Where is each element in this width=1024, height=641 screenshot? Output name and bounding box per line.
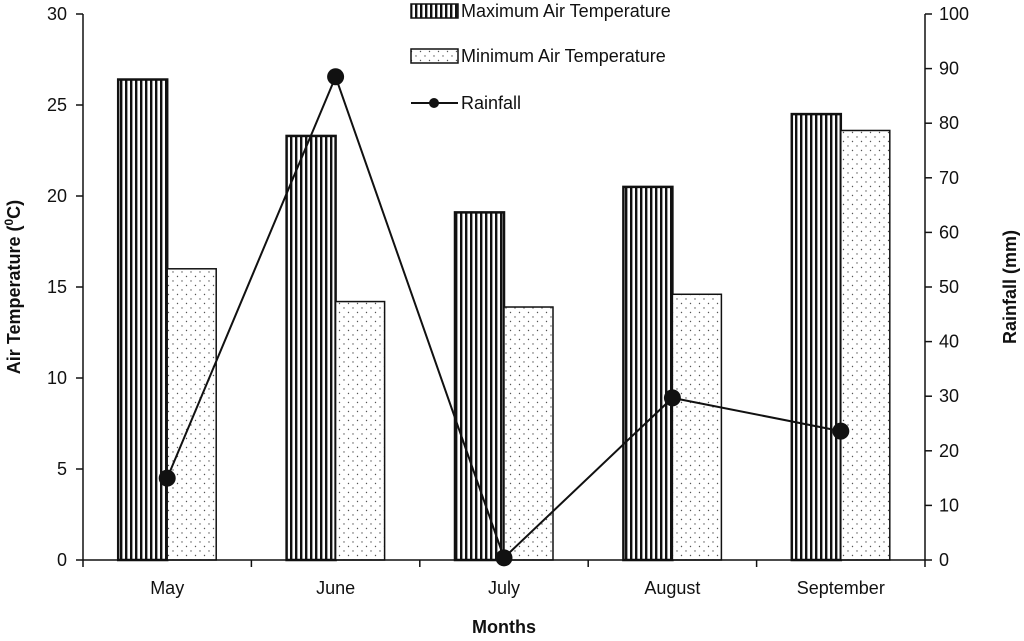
legend: Maximum Air Temperature Minimum Air Tempe…	[410, 1, 671, 113]
bars-layer	[116, 78, 891, 562]
y2-tick-label: 80	[939, 113, 959, 133]
legend-swatch-max-temp	[410, 3, 459, 19]
legend-swatch-rainfall-marker	[429, 98, 439, 108]
legend-label-rainfall: Rainfall	[461, 93, 521, 113]
y2-tick-label: 0	[939, 550, 949, 570]
y2-tick-label: 100	[939, 4, 969, 24]
y-tick-label: 30	[47, 4, 67, 24]
y2-tick-label: 70	[939, 168, 959, 188]
y-tick-label: 20	[47, 186, 67, 206]
y2-tick-label: 10	[939, 495, 959, 515]
legend-swatch-min-temp	[410, 48, 459, 64]
x-tick-label: May	[150, 578, 184, 598]
legend-label-min-temp: Minimum Air Temperature	[461, 46, 666, 66]
rainfall-line-layer	[158, 68, 850, 567]
max-temp-bar-july	[453, 211, 506, 562]
y2-tick-label: 40	[939, 332, 959, 352]
legend-label-max-temp: Maximum Air Temperature	[461, 1, 671, 21]
x-tick-label: September	[797, 578, 885, 598]
y-tick-label: 10	[47, 368, 67, 388]
rainfall-point-june	[327, 68, 345, 86]
x-axis-label: Months	[472, 617, 536, 636]
rainfall-point-august	[663, 389, 681, 407]
min-temp-bar-june	[334, 300, 386, 561]
y-tick-label: 5	[57, 459, 67, 479]
x-tick-label: August	[644, 578, 700, 598]
x-tick-label: June	[316, 578, 355, 598]
min-temp-bar-september	[840, 129, 891, 561]
y-axis-label: Air Temperature (0C)	[2, 200, 24, 374]
max-temp-bar-may	[116, 78, 169, 562]
y2-tick-label: 30	[939, 386, 959, 406]
min-temp-bar-august	[671, 293, 723, 561]
y-tick-label: 15	[47, 277, 67, 297]
y2-axis-label: Rainfall (mm)	[1000, 230, 1020, 344]
y2-tick-label: 50	[939, 277, 959, 297]
max-temp-bar-september	[790, 112, 843, 562]
min-temp-bar-july	[503, 306, 554, 561]
min-temp-bar-may	[166, 268, 217, 561]
rainfall-point-july	[495, 549, 513, 567]
y-tick-label: 0	[57, 550, 67, 570]
y2-tick-label: 90	[939, 59, 959, 79]
max-temp-bar-june	[285, 134, 337, 562]
rainfall-point-may	[158, 469, 176, 487]
x-tick-label: July	[488, 578, 520, 598]
y2-tick-label: 20	[939, 441, 959, 461]
y-tick-label: 25	[47, 95, 67, 115]
rainfall-point-september	[832, 422, 850, 440]
max-temp-bar-august	[622, 185, 674, 562]
y2-tick-label: 60	[939, 222, 959, 242]
